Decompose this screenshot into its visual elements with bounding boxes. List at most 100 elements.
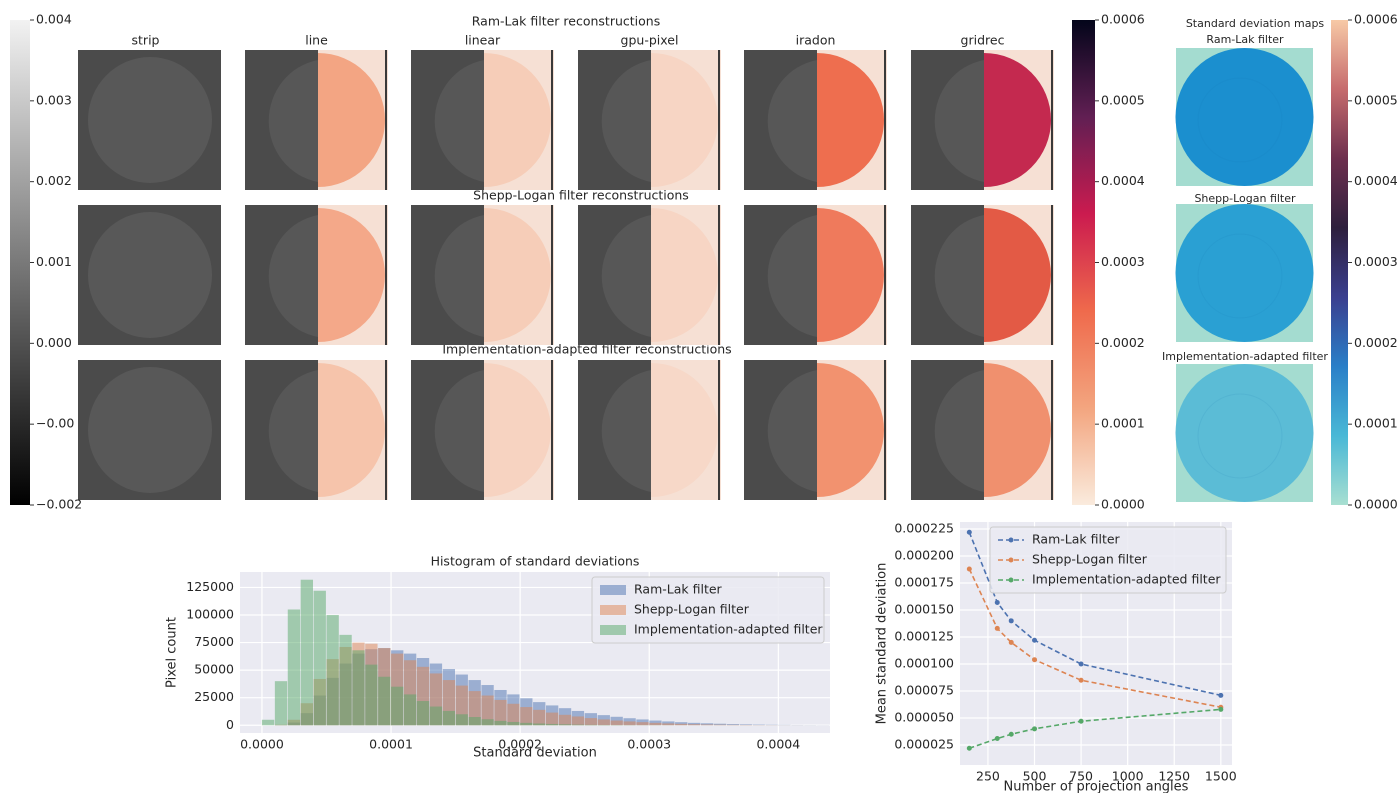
legend-label: Shepp-Logan filter (1032, 552, 1148, 567)
colorbar-tick-label: 0.0004 (1101, 173, 1145, 188)
legend-box (591, 576, 825, 644)
x-axis-label: Number of projection angles (1004, 780, 1189, 793)
image-half-disc (318, 208, 385, 342)
histogram-bar (752, 724, 765, 726)
histogram-bar (623, 721, 636, 726)
colorbar-tick-label: 0.0005 (1354, 92, 1398, 107)
histogram-bar (545, 723, 559, 726)
image-edge (551, 360, 553, 500)
legend-label: Implementation-adapted filter (1032, 572, 1221, 587)
legend-swatch (600, 585, 626, 595)
point (966, 745, 972, 751)
legend-marker (1008, 557, 1014, 563)
y-tick-label: 0.000225 (894, 521, 954, 536)
legend-swatch (600, 605, 626, 615)
y-axis-label: Mean standard deviation (875, 563, 890, 725)
histogram-bar (468, 691, 481, 726)
column-title: line (305, 33, 328, 48)
point (1078, 661, 1084, 667)
image-edge (1051, 50, 1053, 190)
image-object (601, 370, 651, 492)
colorbar-tick-label: 0.0000 (1354, 497, 1398, 512)
histogram-bar (468, 717, 481, 726)
x-tick-label: 0.0002 (498, 737, 542, 752)
colorbar (10, 20, 30, 505)
image-edge (551, 50, 553, 190)
point (966, 566, 972, 572)
point (1008, 618, 1014, 624)
legend-label: Ram-Lak filter (634, 582, 723, 597)
histogram-bar (597, 719, 610, 726)
colorbar-tick-label: 0.002 (36, 173, 72, 188)
histogram-bar (713, 724, 727, 726)
line (968, 531, 1221, 697)
colorbar (1072, 20, 1095, 505)
colorbar-tick-label: 0.001 (36, 254, 72, 269)
point (994, 599, 1000, 605)
histogram-bar (429, 706, 443, 726)
legend-swatch (600, 625, 626, 635)
y-tick-label: 0.000050 (894, 710, 954, 725)
histogram-bar (649, 722, 662, 726)
y-tick-label: 0.000125 (894, 629, 954, 644)
image-object (268, 370, 318, 492)
x-tick-label: 1000 (1112, 769, 1144, 784)
histogram-bar (700, 724, 714, 726)
map-inner (1197, 77, 1283, 163)
colorbar-tick-label: 0.003 (36, 92, 72, 107)
histogram-bar (300, 579, 313, 726)
legend-marker (1008, 577, 1014, 583)
image-half-disc (484, 53, 551, 187)
image-half-disc (817, 363, 884, 497)
histogram-bar (365, 664, 378, 726)
colorbar-tick-label: 0.000 (36, 335, 72, 350)
y-tick-label: 0.000075 (894, 683, 954, 698)
y-tick-label: 0.000025 (894, 737, 954, 752)
x-tick-label: 750 (1069, 769, 1093, 784)
column-title: gridrec (961, 33, 1005, 48)
point (1032, 726, 1038, 732)
image-half-disc (651, 208, 718, 342)
colorbar-tick-label: −0.002 (36, 497, 82, 512)
colorbar-tick-label: 0.0004 (1354, 173, 1398, 188)
y-tick-label: 100000 (186, 607, 234, 622)
x-tick-label: 0.0004 (756, 737, 800, 752)
image-edge (718, 205, 720, 345)
colorbar (1331, 20, 1348, 505)
histogram-bar (507, 703, 520, 726)
legend-label: Implementation-adapted filter (634, 622, 823, 637)
histogram-bar (662, 723, 675, 726)
image-edge (884, 50, 886, 190)
image-half-disc (817, 53, 884, 187)
image-edge (718, 50, 720, 190)
point (1078, 718, 1084, 724)
histogram-bar (636, 722, 649, 726)
x-tick-label: 0.0000 (240, 737, 284, 752)
point (994, 625, 1000, 631)
y-tick-label: 0.000200 (894, 548, 954, 563)
histogram-bar (610, 720, 623, 726)
map-inner (1197, 233, 1283, 319)
colorbar-tick-label: 0.0000 (1101, 497, 1145, 512)
x-axis-label: Standard deviation (473, 746, 597, 761)
colorbar-tick-label: 0.0002 (1101, 335, 1145, 350)
image-object (767, 215, 817, 337)
colorbar-tick-label: −0.00 (36, 416, 74, 431)
row-title: Shepp-Logan filter reconstructions (473, 188, 689, 203)
colorbar-tick-label: 0.0001 (1354, 416, 1398, 431)
histogram-bar (675, 723, 688, 726)
point (1078, 677, 1084, 683)
histogram-bar (558, 724, 572, 726)
colorbar-tick-label: 0.0006 (1101, 12, 1145, 27)
image-object (88, 367, 212, 493)
row-title: Implementation-adapted filter reconstruc… (442, 342, 731, 357)
image-object (934, 60, 984, 182)
image-object (434, 60, 484, 182)
histogram-bar (416, 701, 430, 726)
histogram-bar (675, 722, 688, 726)
colorbar-tick-label: 0.0005 (1101, 92, 1145, 107)
histogram-bar (520, 722, 533, 726)
y-axis-label: Pixel count (165, 617, 180, 688)
histogram-bar (352, 650, 365, 726)
